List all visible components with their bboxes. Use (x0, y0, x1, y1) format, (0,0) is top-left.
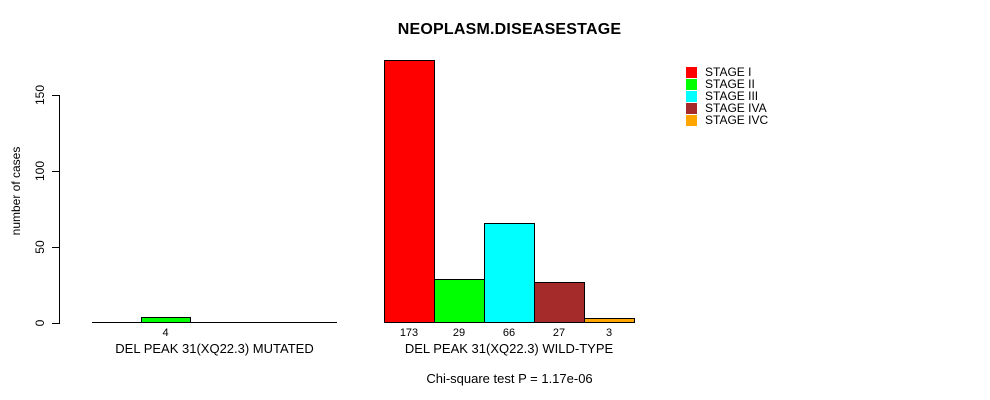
legend-item-stage-i: STAGE I (686, 66, 768, 78)
legend-swatch-stage-i (686, 66, 697, 78)
bar-stage-iva-wild-type (534, 282, 585, 323)
group-label-wild-type: DEL PEAK 31(XQ22.3) WILD-TYPE (404, 341, 614, 356)
y-axis-line (59, 95, 60, 324)
baseline-mutated (92, 322, 337, 323)
legend-label-stage-iva: STAGE IVA (705, 101, 767, 115)
annotation-chi-square: Chi-square test P = 1.17e-06 (426, 371, 593, 386)
chart-title: NEOPLASM.DISEASESTAGE (397, 21, 622, 38)
legend-label-stage-ii: STAGE II (705, 77, 755, 91)
bar-value-stage-ii-wild-type: 29 (452, 327, 466, 339)
legend-label-stage-ivc: STAGE IVC (705, 113, 769, 127)
legend-label-stage-i: STAGE I (705, 65, 752, 79)
legend: STAGE I STAGE II STAGE III STAGE IVA STAGE I… (686, 66, 768, 126)
legend-swatch-stage-ivc (686, 114, 697, 126)
bar-value-stage-iva-wild-type: 27 (552, 327, 566, 339)
group-label-mutated: DEL PEAK 31(XQ22.3) MUTATED (115, 341, 314, 356)
legend-item-stage-ii: STAGE II (686, 78, 768, 90)
y-tick-label-100: 100 (33, 160, 47, 182)
y-tick-label-150: 150 (33, 84, 47, 106)
legend-swatch-stage-iva (686, 102, 697, 114)
legend-swatch-stage-ii (686, 78, 697, 90)
legend-swatch-stage-iii (686, 90, 697, 102)
bar-value-stage-i-wild-type: 173 (399, 327, 419, 339)
bar-value-stage-ii-mutated: 4 (162, 327, 169, 339)
y-tick-50 (52, 247, 60, 248)
bar-stage-iii-wild-type (484, 223, 535, 323)
y-tick-label-0: 0 (33, 319, 47, 327)
bar-value-stage-ivc-wild-type: 3 (605, 327, 613, 339)
bar-stage-i-wild-type (384, 60, 435, 323)
y-tick-100 (52, 171, 60, 172)
y-tick-150 (52, 95, 60, 96)
legend-item-stage-ivc: STAGE IVC (686, 114, 768, 126)
legend-item-stage-iva: STAGE IVA (686, 102, 768, 114)
bar-stage-ivc-wild-type (584, 318, 635, 323)
legend-item-stage-iii: STAGE III (686, 90, 768, 102)
bar-stage-ii-wild-type (434, 279, 485, 323)
bar-stage-ii-mutated (141, 317, 191, 323)
bar-value-stage-iii-wild-type: 66 (502, 327, 516, 339)
y-tick-label-50: 50 (33, 240, 47, 254)
legend-label-stage-iii: STAGE III (705, 89, 759, 103)
y-tick-0 (52, 323, 60, 324)
y-axis-label: number of cases (9, 146, 23, 236)
